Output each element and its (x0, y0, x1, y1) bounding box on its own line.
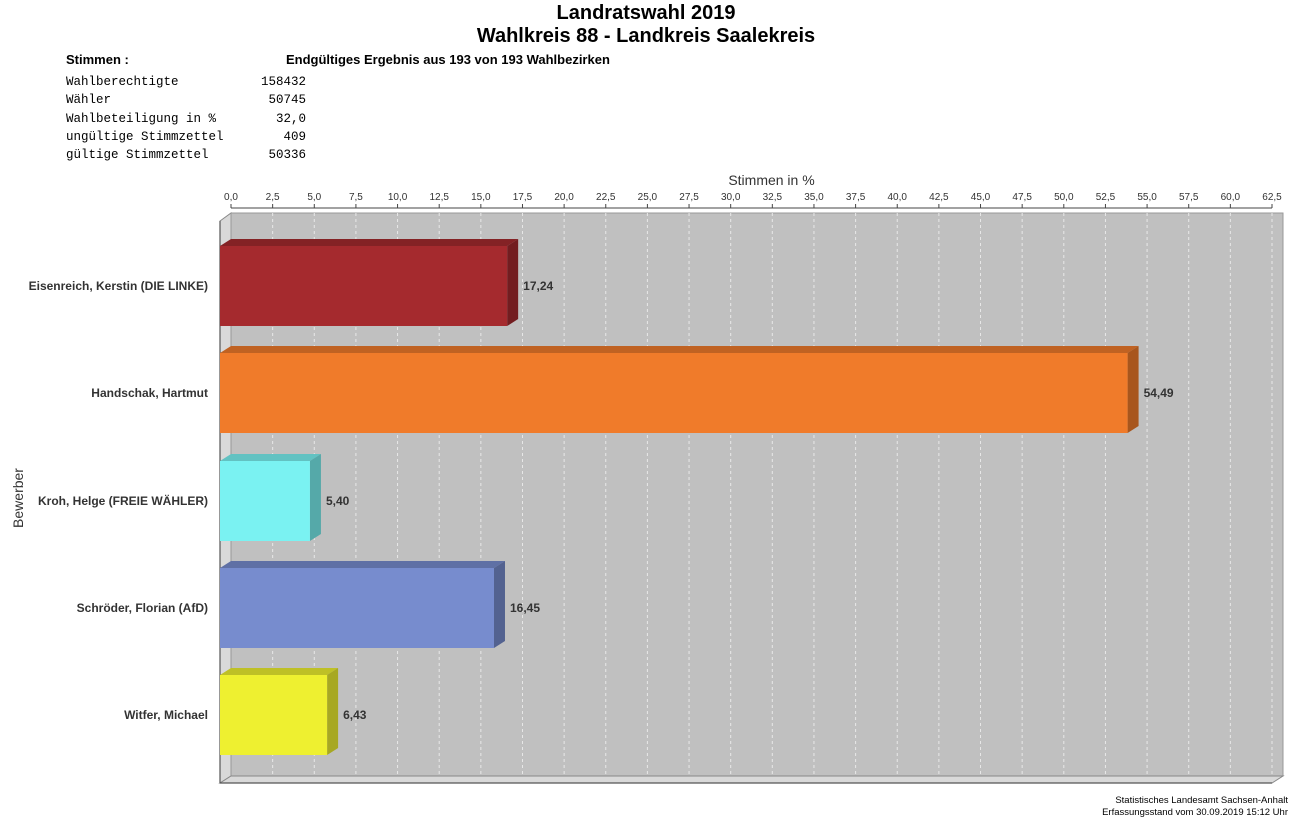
bar (220, 675, 328, 755)
x-tick-label: 27,5 (679, 192, 699, 203)
result-status: Endgültiges Ergebnis aus 193 von 193 Wah… (286, 52, 610, 67)
stat-value: 50745 (268, 93, 306, 108)
x-tick-label: 30,0 (721, 192, 741, 203)
bar (220, 353, 1128, 433)
x-tick-label: 15,0 (471, 192, 491, 203)
bar-value-label: 5,40 (326, 494, 350, 508)
stat-label: Wähler (66, 93, 112, 108)
x-tick-label: 62,5 (1262, 192, 1282, 203)
stat-row: Wahlbeteiligung in % 32,0 (66, 110, 306, 128)
bar-side-face (507, 239, 519, 326)
bar (220, 461, 310, 541)
x-tick-label: 55,0 (1137, 192, 1157, 203)
stat-row: Wahlberechtigte 158432 (66, 73, 306, 91)
x-tick-label: 12,5 (429, 192, 449, 203)
footer-timestamp: Erfassungsstand vom 30.09.2019 15:12 Uhr (1102, 807, 1288, 818)
stat-row: gültige Stimmzettel 50336 (66, 146, 306, 164)
bar-value-label: 6,43 (343, 708, 367, 722)
x-tick-label: 0,0 (224, 192, 238, 203)
x-tick-label: 2,5 (266, 192, 280, 203)
stats-table: Wahlberechtigte 158432 Wähler 50745 Wahlbe… (66, 73, 306, 164)
category-label: Kroh, Helge (FREIE WÄHLER) (38, 493, 208, 508)
stat-row: ungültige Stimmzettel 409 (66, 128, 306, 146)
category-label: Eisenreich, Kerstin (DIE LINKE) (29, 279, 208, 293)
x-tick-label: 47,5 (1012, 192, 1032, 203)
x-tick-label: 22,5 (596, 192, 616, 203)
x-tick-label: 25,0 (638, 192, 658, 203)
x-tick-label: 45,0 (971, 192, 991, 203)
x-tick-label: 5,0 (307, 192, 321, 203)
x-tick-label: 10,0 (388, 192, 408, 203)
bar-side-face (309, 454, 321, 541)
x-tick-label: 32,5 (763, 192, 783, 203)
category-label: Witfer, Michael (124, 708, 208, 722)
x-tick-label: 20,0 (554, 192, 574, 203)
chart-title: Landratswahl 2019 (556, 2, 736, 24)
stat-value: 158432 (260, 75, 306, 89)
plot-floor (218, 775, 1285, 784)
x-tick-label: 50,0 (1054, 192, 1074, 203)
chart-subtitle: Wahlkreis 88 - Landkreis Saalekreis (476, 25, 816, 47)
stat-label: Wahlberechtigte (66, 75, 179, 89)
bar-top-face (220, 346, 1139, 353)
bar-top-face (220, 668, 339, 675)
bar-top-face (220, 239, 519, 246)
bar (220, 568, 494, 648)
x-tick-label: 40,0 (888, 192, 908, 203)
stimmen-label: Stimmen : (66, 52, 129, 67)
x-tick-label: 17,5 (513, 192, 533, 203)
stat-row: Wähler 50745 (66, 91, 306, 109)
stat-value: 50336 (268, 148, 306, 163)
category-label: Handschak, Hartmut (91, 386, 208, 400)
bar (220, 246, 508, 326)
bar-side-face (493, 561, 505, 648)
bar-top-face (220, 454, 321, 461)
x-tick-label: 37,5 (846, 192, 866, 203)
x-axis-title: Stimmen in % (728, 172, 814, 188)
stat-value: 409 (283, 129, 306, 144)
x-tick-label: 60,0 (1221, 192, 1241, 203)
bar-side-face (1127, 346, 1139, 433)
bar-value-label: 54,49 (1144, 386, 1174, 400)
x-tick-label: 35,0 (804, 192, 824, 203)
stat-label: gültige Stimmzettel (66, 148, 209, 163)
footer-source: Statistisches Landesamt Sachsen-Anhalt (1115, 795, 1288, 806)
x-tick-label: 57,5 (1179, 192, 1199, 203)
stat-label: ungültige Stimmzettel (66, 129, 224, 144)
bar-side-face (327, 668, 339, 755)
x-tick-label: 42,5 (929, 192, 949, 203)
y-axis-title: Bewerber (10, 468, 26, 528)
stat-label: Wahlbeteiligung in % (66, 111, 217, 126)
x-tick-label: 52,5 (1096, 192, 1116, 203)
stat-value: 32,0 (275, 111, 306, 126)
x-tick-label: 7,5 (349, 192, 363, 203)
category-label: Schröder, Florian (AfD) (77, 601, 208, 615)
bar-value-label: 16,45 (510, 601, 540, 615)
bar-top-face (220, 561, 505, 568)
bar-value-label: 17,24 (523, 279, 553, 293)
